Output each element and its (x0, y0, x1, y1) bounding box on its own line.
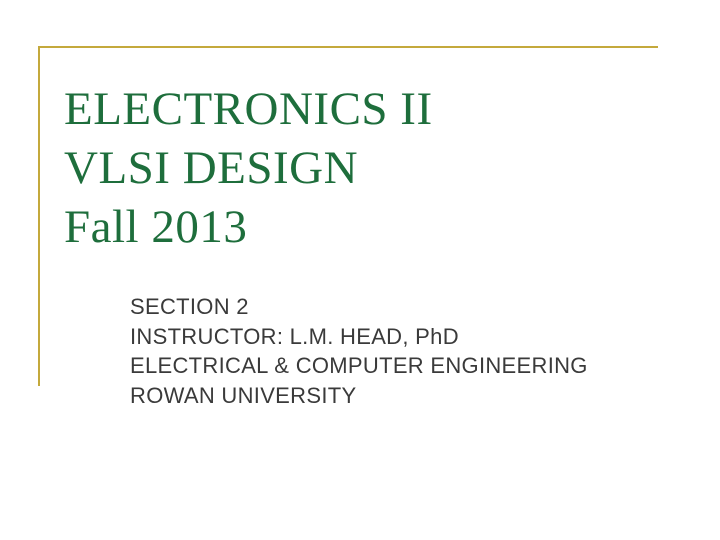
border-top-line (38, 46, 658, 48)
title-line-1: ELECTRONICS II (64, 80, 624, 139)
subtitle-line-3: ELECTRICAL & COMPUTER ENGINEERING (130, 351, 670, 381)
slide-title: ELECTRONICS II VLSI DESIGN Fall 2013 (64, 80, 624, 256)
subtitle-line-1: SECTION 2 (130, 292, 670, 322)
subtitle-line-4: ROWAN UNIVERSITY (130, 381, 670, 411)
title-line-3: Fall 2013 (64, 198, 624, 257)
border-left-line (38, 46, 40, 386)
subtitle-line-2: INSTRUCTOR: L.M. HEAD, PhD (130, 322, 670, 352)
title-line-2: VLSI DESIGN (64, 139, 624, 198)
slide-subtitle: SECTION 2 INSTRUCTOR: L.M. HEAD, PhD ELE… (130, 292, 670, 411)
